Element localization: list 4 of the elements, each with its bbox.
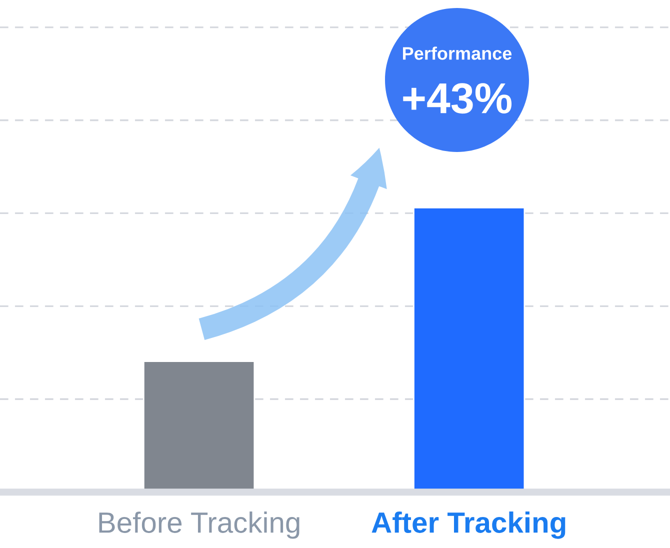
x-tick-label: After Tracking (372, 512, 566, 539)
text: +43% (403, 83, 512, 114)
text: Performance (403, 46, 512, 60)
x-tick-label: Before Tracking (99, 512, 300, 539)
